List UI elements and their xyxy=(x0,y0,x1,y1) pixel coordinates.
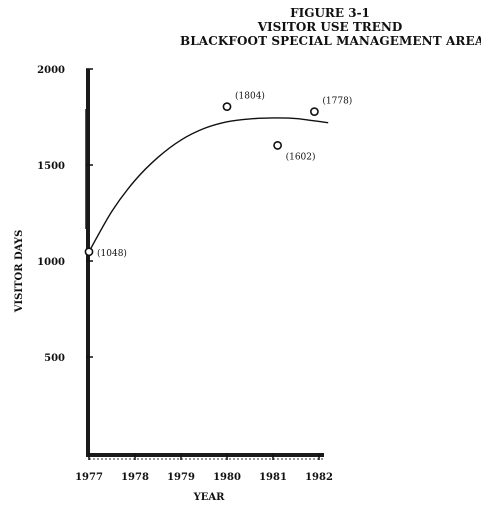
x-tick-label: 1980 xyxy=(213,472,241,483)
data-label: (1048) xyxy=(97,248,127,259)
trend xyxy=(88,117,329,253)
data-label: (1778) xyxy=(322,96,352,107)
points: (1048) (1804) (1602) (1778) xyxy=(84,91,352,259)
data-label: (1804) xyxy=(235,91,265,102)
y-tick-label: 1000 xyxy=(37,257,65,268)
y-tick-label: 1500 xyxy=(37,161,65,172)
y-tick-label: 500 xyxy=(44,353,65,364)
y-axis-line xyxy=(86,69,90,456)
x-tick-label: 1977 xyxy=(75,472,103,483)
x-tick-label: 1981 xyxy=(259,472,287,483)
data-point xyxy=(84,247,94,257)
y-tick-label: 2000 xyxy=(37,65,65,76)
x-tick-label: 1978 xyxy=(121,472,149,483)
title-block: FIGURE 3-1 VISITOR USE TREND BLACKFOOT S… xyxy=(180,6,481,48)
x-tick-label: 1982 xyxy=(305,472,333,483)
ticks: 500 1000 1500 2000 1977 1978 1979 1980 1981 1982 xyxy=(37,65,333,483)
figure-label: FIGURE 3-1 xyxy=(290,6,370,20)
y-axis-title: VISITOR DAYS xyxy=(14,230,25,314)
x-axis-line xyxy=(86,453,324,457)
trend-line xyxy=(88,117,329,253)
x-tick-label: 1979 xyxy=(167,472,195,483)
y-axis-shade xyxy=(85,109,86,229)
chart-title: VISITOR USE TREND xyxy=(257,20,403,34)
chart-subtitle: BLACKFOOT SPECIAL MANAGEMENT AREA xyxy=(180,34,481,48)
data-point xyxy=(222,102,232,112)
data-point xyxy=(273,141,282,150)
data-point xyxy=(309,107,319,117)
x-axis-title: YEAR xyxy=(193,492,226,503)
data-label: (1602) xyxy=(286,151,316,162)
axes xyxy=(85,69,324,460)
